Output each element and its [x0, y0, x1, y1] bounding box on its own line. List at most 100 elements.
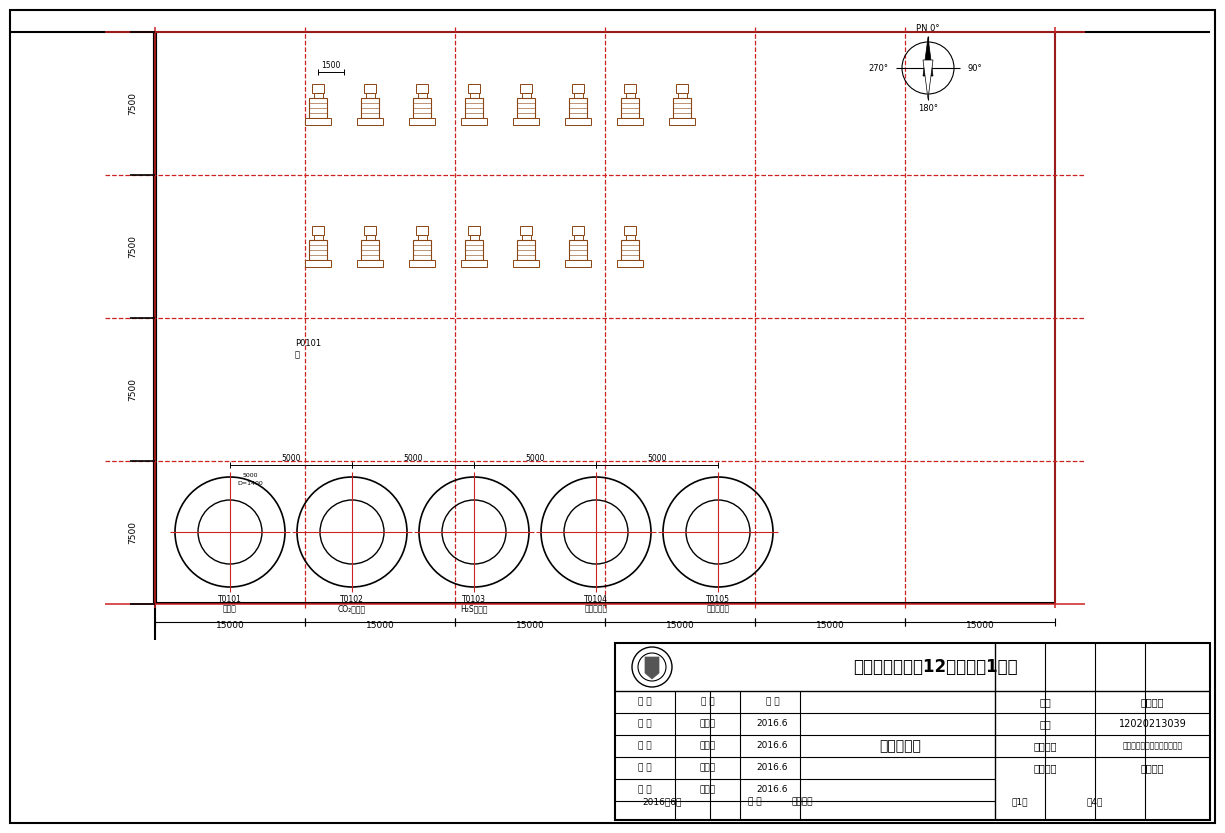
Bar — [468, 226, 480, 235]
Text: 合肥学院化工系12级化工（1）班: 合肥学院化工系12级化工（1）班 — [853, 658, 1017, 676]
Polygon shape — [922, 60, 933, 99]
Text: 泵: 泵 — [295, 351, 300, 360]
Text: 校 核: 校 核 — [638, 764, 652, 772]
Bar — [676, 83, 688, 92]
Bar — [677, 92, 686, 98]
Bar — [466, 98, 483, 118]
Text: 2016.6: 2016.6 — [757, 764, 788, 772]
Circle shape — [638, 653, 666, 681]
Text: 5000: 5000 — [243, 472, 257, 477]
Bar — [568, 240, 587, 260]
Bar — [626, 92, 635, 98]
Text: 甲醇再生塔: 甲醇再生塔 — [584, 605, 608, 613]
Bar — [624, 83, 636, 92]
Text: H₂S提提塔: H₂S提提塔 — [461, 605, 488, 613]
Bar — [519, 83, 533, 92]
Bar — [309, 240, 327, 260]
Bar — [621, 240, 639, 260]
Bar — [626, 235, 635, 240]
Bar — [361, 240, 379, 260]
Bar — [415, 226, 429, 235]
Bar — [413, 240, 431, 260]
Bar — [358, 118, 382, 125]
Bar — [462, 118, 486, 125]
Text: 学生姓: 学生姓 — [699, 786, 715, 795]
Bar — [517, 98, 535, 118]
Text: 比 例: 比 例 — [748, 797, 762, 806]
Text: T0101: T0101 — [218, 595, 243, 603]
Text: 学生姓名: 学生姓名 — [1140, 697, 1164, 707]
Bar — [466, 240, 483, 260]
Bar — [311, 226, 325, 235]
Text: 15000: 15000 — [216, 621, 244, 630]
Text: CO₂解析塔: CO₂解析塔 — [338, 605, 366, 613]
Bar — [566, 118, 590, 125]
Text: 学生姓: 学生姓 — [699, 764, 715, 772]
Bar — [568, 98, 587, 118]
Bar — [409, 260, 435, 267]
Text: 学号: 学号 — [1039, 719, 1051, 729]
Text: 不按比例: 不按比例 — [791, 797, 813, 806]
Bar — [413, 98, 431, 118]
Text: 共4张: 共4张 — [1087, 797, 1104, 806]
Bar — [415, 83, 429, 92]
Bar — [365, 92, 375, 98]
Text: 15000: 15000 — [816, 621, 844, 630]
Text: 180°: 180° — [918, 103, 938, 112]
Bar — [573, 92, 583, 98]
Text: 2016.6: 2016.6 — [757, 786, 788, 795]
Bar — [519, 226, 533, 235]
Bar — [462, 260, 486, 267]
Bar — [314, 235, 322, 240]
Bar — [566, 260, 590, 267]
Text: 2016.6: 2016.6 — [757, 741, 788, 751]
Text: 学生姓: 学生姓 — [699, 741, 715, 751]
Bar — [522, 235, 530, 240]
Bar — [309, 98, 327, 118]
Bar — [572, 226, 584, 235]
Text: 1500: 1500 — [321, 61, 341, 69]
Bar — [305, 118, 331, 125]
Text: 15000: 15000 — [965, 621, 995, 630]
Text: 设计项目: 设计项目 — [1033, 741, 1057, 751]
Text: 2016.6: 2016.6 — [757, 720, 788, 729]
Text: 姓名: 姓名 — [1039, 697, 1051, 707]
Bar — [522, 92, 530, 98]
Bar — [624, 226, 636, 235]
Text: 5000: 5000 — [647, 453, 666, 462]
Text: 设计阶段: 设计阶段 — [1033, 763, 1057, 773]
Bar — [617, 260, 643, 267]
Text: 职 责: 职 责 — [638, 697, 652, 706]
Text: 2016年6月: 2016年6月 — [643, 797, 682, 806]
Bar — [418, 92, 426, 98]
Text: 第1张: 第1张 — [1012, 797, 1028, 806]
Bar — [517, 240, 535, 260]
Bar — [673, 98, 691, 118]
Text: T0102: T0102 — [341, 595, 364, 603]
Circle shape — [632, 647, 673, 687]
Bar — [513, 118, 539, 125]
Bar — [364, 83, 376, 92]
Text: 90°: 90° — [968, 63, 982, 72]
Text: T0105: T0105 — [706, 595, 730, 603]
Polygon shape — [646, 657, 659, 679]
Text: 姓 字: 姓 字 — [701, 697, 714, 706]
Text: 日 期: 日 期 — [766, 697, 779, 706]
Bar — [358, 260, 382, 267]
Text: 学生姓: 学生姓 — [699, 720, 715, 729]
Text: T0104: T0104 — [584, 595, 608, 603]
Bar — [365, 235, 375, 240]
Bar — [364, 226, 376, 235]
Bar — [314, 92, 322, 98]
Bar — [469, 92, 479, 98]
Bar — [469, 235, 479, 240]
Text: D=1400: D=1400 — [238, 481, 263, 486]
Text: 5000: 5000 — [526, 453, 545, 462]
Text: 12020213039: 12020213039 — [1118, 719, 1186, 729]
Text: 5000: 5000 — [282, 453, 301, 462]
Text: 初步设计: 初步设计 — [1140, 763, 1164, 773]
Text: 15000: 15000 — [365, 621, 394, 630]
Bar — [573, 235, 583, 240]
Bar — [361, 98, 379, 118]
Text: 低温甲醇洗酸性气硫回收设计: 低温甲醇洗酸性气硫回收设计 — [1122, 741, 1182, 751]
